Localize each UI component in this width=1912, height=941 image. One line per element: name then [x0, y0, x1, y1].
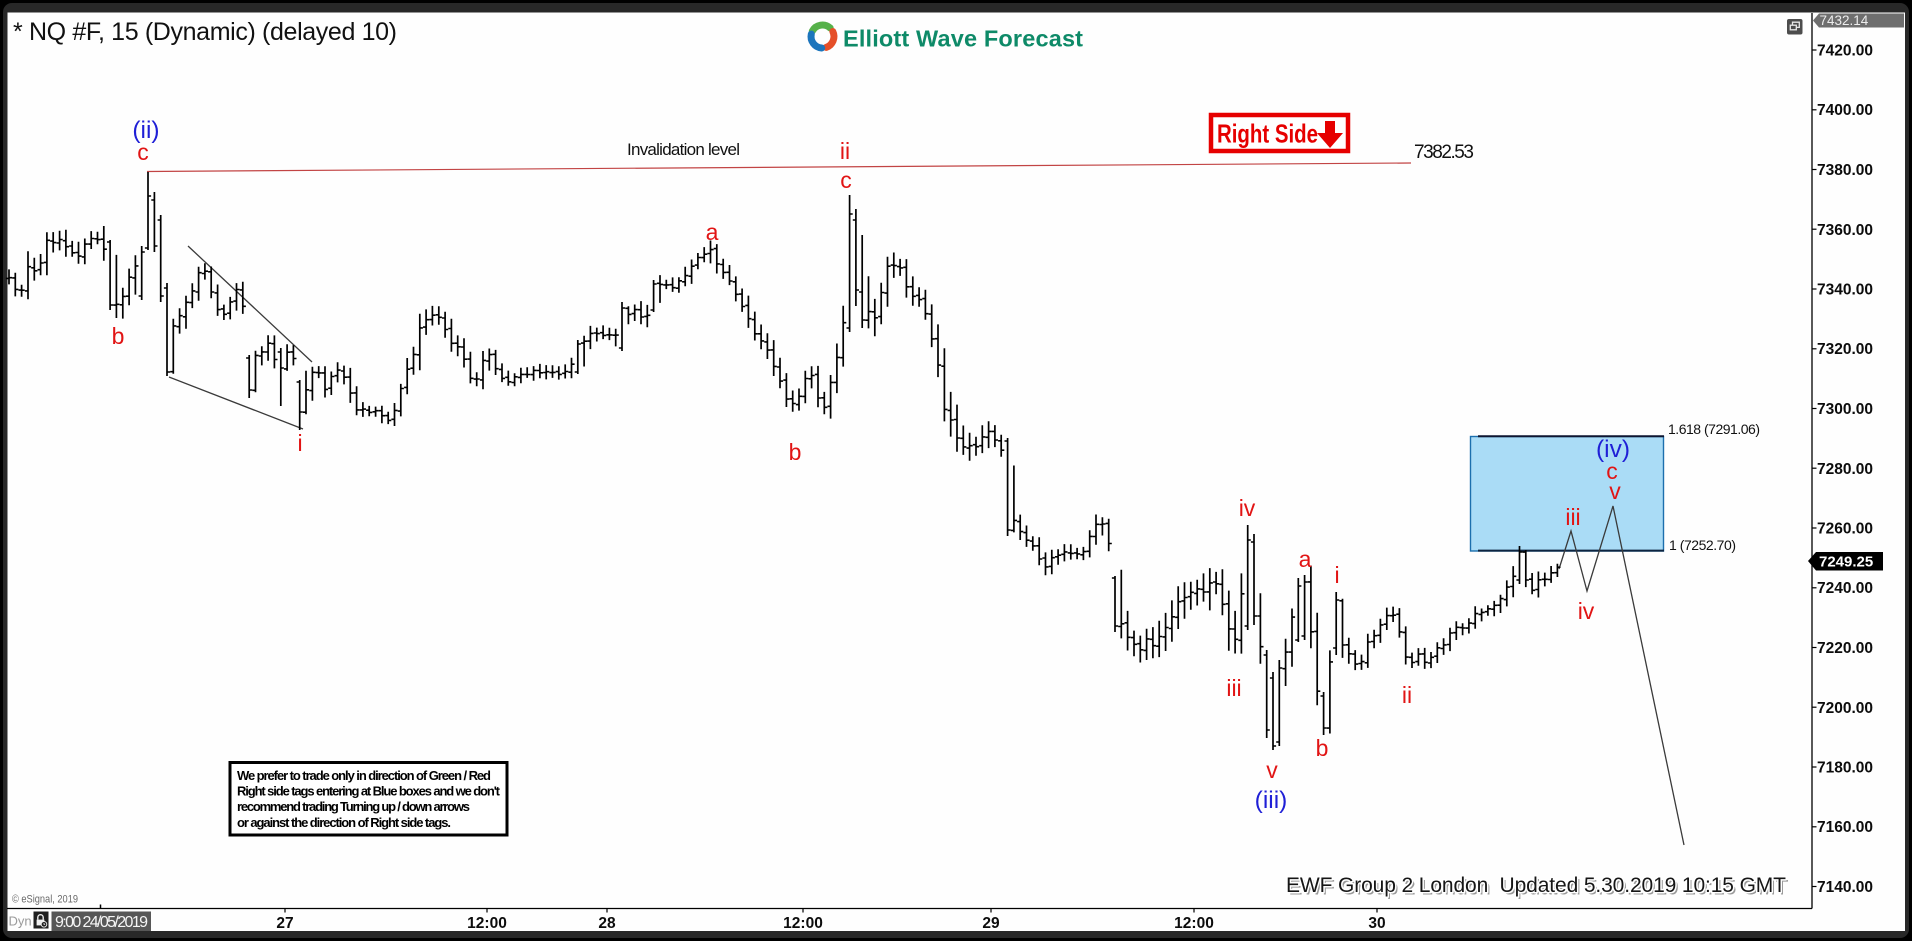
svg-text:7140.00: 7140.00	[1817, 879, 1873, 896]
svg-text:7280.00: 7280.00	[1817, 461, 1873, 478]
svg-text:iii: iii	[1226, 675, 1241, 701]
svg-text:(iv): (iv)	[1596, 436, 1630, 463]
svg-text:c: c	[1606, 458, 1618, 484]
svg-text:7180.00: 7180.00	[1817, 760, 1873, 777]
svg-text:i: i	[297, 430, 302, 456]
svg-text:v: v	[1266, 757, 1278, 783]
svg-text:a: a	[706, 219, 719, 245]
svg-text:7382.53: 7382.53	[1414, 142, 1474, 163]
svg-text:Elliott Wave Forecast: Elliott Wave Forecast	[843, 26, 1083, 52]
svg-text:b: b	[1316, 735, 1329, 761]
svg-text:7400.00: 7400.00	[1817, 102, 1873, 119]
svg-text:iii: iii	[1565, 504, 1580, 530]
svg-text:7340.00: 7340.00	[1817, 282, 1873, 299]
svg-text:(ii): (ii)	[132, 117, 159, 144]
svg-text:i: i	[1334, 562, 1339, 588]
svg-text:(iii): (iii)	[1255, 787, 1288, 814]
svg-text:ii: ii	[840, 138, 850, 164]
svg-text:Right Side: Right Side	[1217, 119, 1318, 149]
svg-text:12:00: 12:00	[1174, 915, 1214, 932]
svg-text:30: 30	[1368, 915, 1385, 932]
svg-text:12:00: 12:00	[783, 915, 823, 932]
svg-text:a: a	[1299, 546, 1312, 572]
svg-text:7249.25: 7249.25	[1819, 554, 1873, 571]
svg-text:7160.00: 7160.00	[1817, 819, 1873, 836]
svg-text:9:00 24/05/2019: 9:00 24/05/2019	[55, 914, 148, 931]
svg-text:29: 29	[982, 915, 1000, 932]
svg-text:c: c	[840, 167, 852, 193]
svg-text:7260.00: 7260.00	[1817, 521, 1873, 538]
svg-text:7420.00: 7420.00	[1817, 43, 1873, 60]
svg-text:c: c	[137, 139, 149, 165]
svg-text:7360.00: 7360.00	[1817, 222, 1873, 239]
svg-text:EWF Group 2 London Updated 5.: EWF Group 2 London Updated 5.30.2019 10:…	[1286, 874, 1786, 897]
svg-text:7300.00: 7300.00	[1817, 401, 1873, 418]
svg-text:7200.00: 7200.00	[1817, 700, 1873, 717]
svg-text:7432.14: 7432.14	[1820, 13, 1869, 28]
svg-text:recommend trading Turning up /: recommend trading Turning up / down arro…	[237, 799, 470, 814]
svg-text:EWF Group 2 London Updated 5.: EWF Group 2 London Updated 5.30.2019 10:…	[1289, 877, 1789, 900]
svg-text:We prefer to trade only in dir: We prefer to trade only in direction of …	[237, 768, 491, 783]
svg-text:7220.00: 7220.00	[1817, 640, 1873, 657]
svg-text:ii: ii	[1402, 682, 1412, 708]
svg-text:Dyn: Dyn	[9, 914, 32, 929]
svg-text:or against the direction of Ri: or against the direction of Right side t…	[237, 815, 451, 830]
svg-text:v: v	[1609, 478, 1621, 504]
svg-text:27: 27	[276, 915, 293, 932]
svg-text:12:00: 12:00	[467, 915, 507, 932]
svg-text:Right side tags entering at Bl: Right side tags entering at Blue boxes a…	[237, 784, 501, 799]
svg-text:7240.00: 7240.00	[1817, 580, 1873, 597]
svg-text:1.618 (7291.06): 1.618 (7291.06)	[1668, 421, 1760, 437]
svg-text:iv: iv	[1239, 495, 1256, 521]
svg-text:b: b	[789, 439, 802, 465]
svg-text:7320.00: 7320.00	[1817, 341, 1873, 358]
svg-text:28: 28	[598, 915, 616, 932]
svg-text:1 (7252.70): 1 (7252.70)	[1669, 537, 1736, 553]
svg-text:7380.00: 7380.00	[1817, 162, 1873, 179]
svg-text:Invalidation level: Invalidation level	[627, 140, 740, 159]
svg-text:b: b	[112, 323, 125, 349]
svg-text:© eSignal, 2019: © eSignal, 2019	[12, 894, 78, 906]
svg-text:* NQ #F, 15 (Dynamic) (delayed: * NQ #F, 15 (Dynamic) (delayed 10)	[13, 18, 397, 46]
svg-text:iv: iv	[1578, 598, 1595, 624]
